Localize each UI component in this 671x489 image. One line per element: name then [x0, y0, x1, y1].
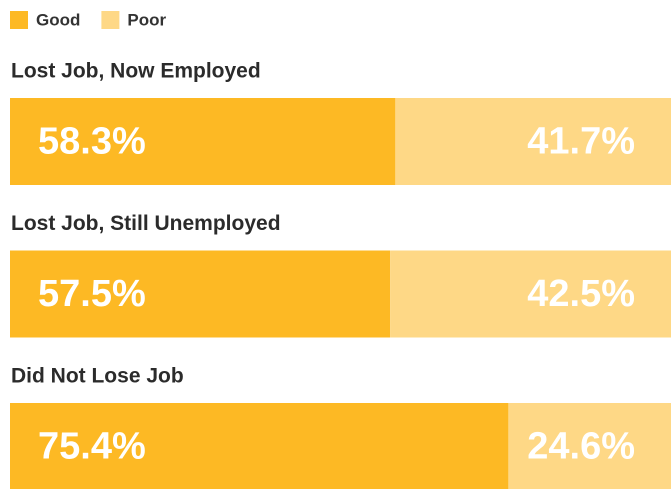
bar-segment — [508, 403, 671, 489]
value-label: 42.5% — [527, 273, 635, 315]
legend-swatch — [10, 11, 28, 29]
value-label: 24.6% — [527, 426, 635, 468]
value-label: 41.7% — [527, 121, 635, 163]
bar-segment — [10, 403, 509, 489]
value-label: 58.3% — [38, 121, 146, 163]
bar-segment — [390, 250, 671, 338]
value-label: 75.4% — [38, 426, 146, 468]
category-label: Did Not Lose Job — [11, 365, 184, 388]
bar-segment — [10, 98, 396, 185]
category-label: Lost Job, Still Unemployed — [11, 212, 281, 235]
legend-label: Good — [36, 10, 80, 29]
legend-label: Poor — [127, 10, 166, 29]
legend-swatch — [101, 11, 120, 29]
category-label: Lost Job, Now Employed — [11, 60, 261, 83]
bar-segment — [10, 250, 391, 338]
value-label: 57.5% — [38, 273, 146, 315]
bar-segment — [395, 98, 671, 185]
